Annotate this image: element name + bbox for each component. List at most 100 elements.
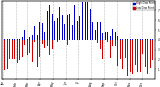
Bar xyxy=(24,30,25,40)
Bar xyxy=(115,32,116,40)
Bar xyxy=(36,40,37,46)
Bar xyxy=(55,40,56,46)
Bar xyxy=(123,39,124,40)
Bar xyxy=(84,7,85,40)
Bar xyxy=(75,6,76,40)
Legend: High Dew Point, Low Dew Point: High Dew Point, Low Dew Point xyxy=(133,1,155,10)
Bar xyxy=(7,40,8,69)
Bar xyxy=(144,39,145,40)
Bar xyxy=(77,21,78,40)
Bar xyxy=(143,40,144,74)
Bar xyxy=(16,40,17,51)
Bar xyxy=(132,39,133,40)
Bar xyxy=(89,28,90,40)
Bar xyxy=(29,37,30,40)
Bar xyxy=(95,30,96,40)
Bar xyxy=(145,40,146,67)
Bar xyxy=(54,21,55,40)
Bar xyxy=(29,40,30,53)
Bar xyxy=(97,40,98,43)
Bar xyxy=(135,40,136,65)
Bar xyxy=(145,39,146,40)
Bar xyxy=(47,11,48,40)
Bar xyxy=(132,40,133,74)
Bar xyxy=(27,40,28,55)
Bar xyxy=(47,40,48,46)
Bar xyxy=(49,5,50,40)
Bar xyxy=(150,39,151,40)
Bar xyxy=(152,40,153,60)
Bar xyxy=(90,9,91,40)
Bar xyxy=(124,39,125,40)
Bar xyxy=(67,40,68,45)
Bar xyxy=(124,40,125,58)
Bar xyxy=(117,36,118,40)
Bar xyxy=(104,39,105,40)
Bar xyxy=(4,39,5,40)
Bar xyxy=(14,40,15,59)
Bar xyxy=(87,2,88,40)
Bar xyxy=(143,39,144,40)
Bar xyxy=(123,40,124,61)
Bar xyxy=(70,6,71,40)
Bar xyxy=(104,40,105,51)
Bar xyxy=(57,40,58,42)
Bar xyxy=(35,40,36,57)
Bar xyxy=(107,40,108,42)
Bar xyxy=(137,39,138,40)
Bar xyxy=(115,40,116,46)
Bar xyxy=(57,18,58,40)
Bar xyxy=(7,39,8,40)
Bar xyxy=(42,40,43,44)
Bar xyxy=(15,39,16,40)
Bar xyxy=(44,40,45,48)
Bar xyxy=(16,39,17,40)
Bar xyxy=(62,15,63,40)
Bar xyxy=(102,33,103,40)
Bar xyxy=(34,26,35,40)
Bar xyxy=(4,40,5,70)
Bar xyxy=(69,14,70,40)
Bar xyxy=(64,24,65,40)
Bar xyxy=(110,40,111,58)
Bar xyxy=(125,39,126,40)
Bar xyxy=(55,2,56,40)
Bar xyxy=(152,39,153,40)
Bar xyxy=(92,22,93,40)
Bar xyxy=(14,39,15,40)
Bar xyxy=(82,2,83,40)
Bar xyxy=(125,40,126,58)
Bar xyxy=(144,40,145,70)
Bar xyxy=(36,22,37,40)
Bar xyxy=(72,25,73,40)
Bar xyxy=(9,39,10,40)
Bar xyxy=(122,39,123,40)
Bar xyxy=(122,40,123,69)
Bar xyxy=(22,37,23,40)
Bar xyxy=(135,39,136,40)
Bar xyxy=(15,40,16,51)
Bar xyxy=(17,39,18,40)
Bar xyxy=(112,29,113,40)
Bar xyxy=(137,40,138,72)
Bar xyxy=(24,40,25,45)
Bar xyxy=(27,39,28,40)
Bar xyxy=(142,39,143,40)
Bar xyxy=(9,40,10,59)
Bar xyxy=(49,40,50,55)
Bar xyxy=(37,40,38,67)
Bar xyxy=(44,32,45,40)
Bar xyxy=(34,40,35,42)
Bar xyxy=(70,40,71,53)
Bar xyxy=(110,36,111,40)
Bar xyxy=(142,40,143,54)
Bar xyxy=(22,40,23,57)
Bar xyxy=(17,40,18,63)
Bar xyxy=(37,35,38,40)
Bar xyxy=(67,15,68,40)
Bar xyxy=(102,40,103,59)
Bar xyxy=(42,23,43,40)
Bar xyxy=(130,39,131,40)
Bar xyxy=(130,40,131,72)
Bar xyxy=(107,32,108,40)
